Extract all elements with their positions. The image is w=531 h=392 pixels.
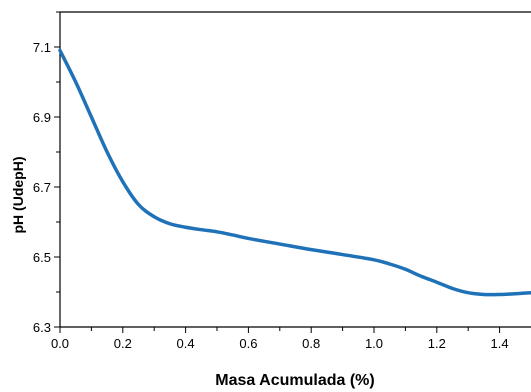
x-tick-label: 0.6 [239, 336, 257, 351]
y-tick-label: 6.3 [33, 320, 51, 335]
x-tick-label: 1.0 [365, 336, 383, 351]
x-tick-label: 0.4 [177, 336, 195, 351]
plot-frame [59, 11, 531, 328]
x-tick-label: 1.2 [428, 336, 446, 351]
x-axis-label: Masa Acumulada (%) [215, 372, 374, 389]
y-tick-label: 6.9 [33, 110, 51, 125]
y-axis-ticks: 6.3 6.5 6.7 6.9 7.1 [33, 11, 60, 335]
x-tick-label: 0.0 [51, 336, 69, 351]
y-axis-label: pH (UdepH) [10, 157, 26, 234]
x-axis-ticks: 0.0 0.2 0.4 0.6 0.8 1.0 1.2 1.4 [51, 327, 509, 351]
x-tick-label: 1.4 [491, 336, 509, 351]
x-tick-label: 0.8 [302, 336, 320, 351]
x-tick-label: 0.2 [114, 336, 132, 351]
y-tick-label: 7.1 [33, 40, 51, 55]
series-layer [58, 48, 531, 297]
y-tick-label: 6.5 [33, 250, 51, 265]
series-line [58, 48, 531, 297]
y-tick-label: 6.7 [33, 180, 51, 195]
